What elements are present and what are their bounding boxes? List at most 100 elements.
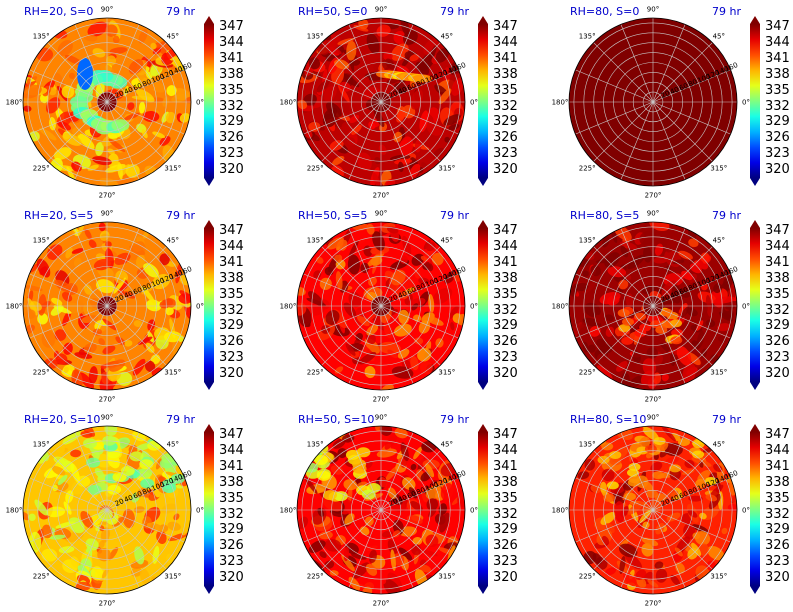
field-patch bbox=[666, 512, 681, 522]
field-patch bbox=[324, 560, 335, 569]
colorbar-tick-label: 323 bbox=[765, 554, 790, 570]
field-patch bbox=[358, 352, 377, 365]
angle-tick-label: 135° bbox=[307, 237, 324, 245]
field-patch bbox=[102, 318, 117, 331]
polar-panel: RH=80, S=10 79 hr 20 40 60 80 100 120 140 160 0° 45… bbox=[546, 408, 793, 612]
colorbar-tick-label: 329 bbox=[493, 318, 518, 334]
field-patch bbox=[50, 305, 64, 316]
colorbar-tick-label: 323 bbox=[493, 146, 518, 162]
angle-tick-label: 270° bbox=[645, 192, 662, 200]
field-patch bbox=[323, 85, 337, 102]
field-patch bbox=[420, 361, 433, 375]
angular-gridline bbox=[380, 42, 441, 103]
panel-time: 79 hr bbox=[712, 413, 741, 426]
angle-tick-label: 0° bbox=[470, 99, 478, 107]
field-patch bbox=[46, 244, 63, 260]
field-patch bbox=[338, 84, 350, 103]
field-patch bbox=[55, 353, 68, 365]
angular-gridline bbox=[652, 450, 713, 511]
colorbar-tick-label: 344 bbox=[219, 442, 244, 458]
field-patch bbox=[23, 84, 42, 99]
warm-patch bbox=[678, 438, 690, 447]
field-patch bbox=[105, 24, 118, 37]
field-patch bbox=[92, 48, 106, 58]
field-patch bbox=[618, 543, 638, 558]
field-patch bbox=[356, 315, 370, 327]
angle-tick-label: 270° bbox=[373, 396, 390, 404]
field-patch bbox=[699, 543, 709, 556]
angular-gridline bbox=[620, 305, 654, 384]
colorbar-tick-label: 347 bbox=[219, 19, 244, 34]
field-patch bbox=[384, 431, 399, 450]
radial-tick-label: 20 bbox=[114, 293, 125, 304]
field-patch bbox=[65, 247, 73, 259]
angular-gridline bbox=[380, 101, 441, 162]
field-patch bbox=[185, 96, 191, 104]
field-patch bbox=[341, 73, 360, 88]
angular-gridline bbox=[575, 273, 654, 307]
colorbar-tick-label: 338 bbox=[765, 270, 790, 286]
field-patch bbox=[135, 486, 148, 498]
angular-gridline bbox=[303, 69, 382, 103]
colorbar-tick-label: 320 bbox=[765, 162, 790, 178]
field-patch bbox=[108, 138, 126, 152]
field-patch bbox=[348, 576, 361, 591]
warm-patch bbox=[644, 445, 657, 453]
colorbar-tick-label: 335 bbox=[765, 82, 790, 98]
warm-blob bbox=[618, 324, 631, 333]
angle-tick-label: 135° bbox=[307, 33, 324, 41]
field-patch bbox=[321, 324, 331, 334]
polar-plot: 204060801001201401600°45°90°135°180°225°… bbox=[6, 210, 204, 404]
angular-gridline bbox=[47, 246, 108, 307]
angular-gridline bbox=[380, 24, 414, 103]
field-patch bbox=[134, 546, 145, 565]
warm-streak bbox=[412, 74, 432, 83]
radial-tick-label: 80 bbox=[415, 282, 426, 293]
field-patch bbox=[107, 148, 115, 155]
angle-tick-label: 270° bbox=[645, 396, 662, 404]
angle-tick-label: 180° bbox=[280, 99, 297, 107]
cold-patch bbox=[111, 119, 130, 132]
field-patch bbox=[80, 426, 95, 437]
angular-gridline bbox=[348, 509, 382, 588]
field-patch bbox=[439, 512, 450, 533]
angle-tick-label: 45° bbox=[167, 33, 179, 41]
field-patch bbox=[52, 484, 58, 492]
field-patch bbox=[41, 548, 58, 562]
field-patch bbox=[378, 341, 401, 354]
angular-gridline bbox=[593, 101, 654, 162]
colorbar-tick-label: 326 bbox=[765, 130, 790, 146]
field-patch bbox=[641, 543, 654, 557]
colorbar-tick-label: 341 bbox=[493, 50, 518, 66]
field-patch bbox=[77, 133, 95, 150]
angular-gridline bbox=[380, 273, 459, 307]
colorbar-tick-label: 341 bbox=[493, 458, 518, 474]
angular-gridline bbox=[652, 24, 686, 103]
radial-tick-label: 20 bbox=[114, 89, 125, 100]
colorbar-tick-label: 326 bbox=[765, 334, 790, 350]
field-patch bbox=[341, 121, 351, 131]
field-patch bbox=[105, 164, 126, 173]
field-patch bbox=[319, 551, 327, 559]
field-patch bbox=[384, 178, 396, 186]
angular-gridline bbox=[652, 101, 713, 162]
angle-tick-label: 45° bbox=[713, 33, 725, 41]
field-patch bbox=[386, 78, 399, 84]
angular-gridline bbox=[380, 477, 459, 511]
colorbar-tick-label: 347 bbox=[765, 223, 790, 238]
field-patch bbox=[109, 359, 126, 372]
angular-gridline bbox=[380, 450, 441, 511]
colorbar bbox=[748, 424, 762, 594]
colorbar-tick-label: 338 bbox=[493, 474, 518, 490]
field-patch bbox=[650, 461, 663, 472]
colorbar bbox=[202, 220, 216, 390]
cool-patch bbox=[87, 484, 102, 495]
field-patch bbox=[304, 477, 318, 494]
colorbar-tick-label: 323 bbox=[493, 554, 518, 570]
field-patch bbox=[25, 309, 36, 320]
angle-tick-label: 225° bbox=[307, 572, 324, 580]
angle-tick-label: 0° bbox=[742, 99, 750, 107]
field-patch bbox=[34, 499, 48, 516]
field-patch bbox=[402, 477, 416, 490]
warm-patch bbox=[669, 464, 682, 473]
